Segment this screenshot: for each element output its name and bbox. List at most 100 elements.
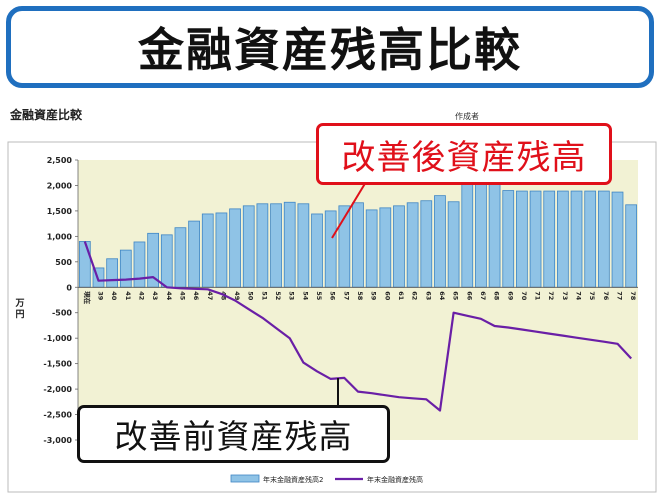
x-tick-label: 59 [370, 291, 378, 301]
x-tick-label: 51 [260, 291, 268, 301]
bar [201, 213, 214, 288]
x-tick-label: 53 [288, 291, 296, 300]
x-tick-label: 54 [301, 291, 309, 301]
bar [475, 182, 487, 288]
y-axis-label: 万円 [14, 298, 24, 320]
x-tick-label: 56 [329, 291, 337, 301]
bar [434, 195, 446, 288]
improved-assets-callout: 改善後資産残高 [316, 123, 612, 185]
x-tick-label: 78 [629, 291, 637, 301]
x-tick-label: 47 [206, 291, 214, 300]
x-tick-label: 39 [96, 291, 104, 301]
y-tick-label: -2,500 [43, 411, 72, 420]
y-tick-label: 2,500 [47, 156, 73, 165]
x-tick-label: 現在 [83, 291, 92, 305]
bar [365, 209, 378, 288]
bar [570, 190, 583, 288]
bar [611, 191, 624, 288]
x-tick-label: 72 [547, 291, 555, 300]
x-tick-label: 60 [383, 291, 391, 301]
bar [174, 227, 187, 288]
y-tick-label: -3,000 [43, 436, 72, 445]
page-title: 金融資産残高比較 [138, 23, 522, 77]
x-tick-label: 62 [411, 291, 419, 300]
bar [188, 220, 200, 288]
bar [311, 213, 323, 288]
bar [160, 234, 173, 288]
y-tick-label: -2,000 [43, 385, 72, 394]
bar [529, 190, 542, 288]
improved-assets-label: 改善後資産残高 [341, 137, 587, 178]
x-tick-label: 41 [124, 291, 132, 301]
page-title-box: 金融資産残高比較 [6, 6, 654, 88]
bar [270, 203, 282, 288]
bar [625, 204, 638, 288]
y-tick-label: 1,500 [47, 207, 73, 216]
bar [229, 208, 241, 288]
bar [242, 205, 255, 288]
bar [557, 190, 569, 288]
x-tick-label: 52 [274, 291, 282, 300]
x-tick-label: 68 [493, 291, 501, 301]
x-tick-label: 65 [452, 291, 460, 301]
x-tick-label: 45 [178, 291, 186, 301]
before-assets-callout: 改善前資産残高 [77, 405, 390, 463]
x-tick-label: 55 [315, 291, 323, 301]
bar [324, 210, 337, 288]
bar [352, 202, 364, 288]
legend-line-label: 年末金融資産残高 [367, 475, 423, 484]
bar [502, 190, 515, 288]
x-tick-label: 44 [165, 291, 173, 301]
y-tick-label: 1,000 [47, 232, 73, 241]
y-tick-label: -1,000 [43, 334, 72, 343]
legend-bar-label: 年末金融資産残高2 [263, 475, 323, 484]
bar [406, 202, 419, 288]
bar [584, 190, 597, 288]
x-tick-label: 69 [506, 291, 514, 301]
y-tick-label: 0 [66, 283, 72, 292]
x-tick-label: 63 [424, 291, 432, 300]
bar [488, 183, 501, 288]
bar [393, 205, 405, 288]
bar [461, 182, 474, 288]
x-tick-label: 50 [247, 291, 255, 301]
x-tick-label: 43 [151, 291, 159, 300]
x-tick-label: 57 [342, 291, 350, 300]
bar [379, 207, 392, 288]
x-tick-label: 67 [479, 291, 487, 300]
x-tick-label: 76 [602, 291, 610, 301]
bar [597, 190, 610, 288]
x-tick-label: 74 [575, 291, 583, 301]
x-tick-label: 58 [356, 291, 364, 301]
bar [543, 190, 556, 288]
author-label: 作成者 [455, 112, 479, 121]
bar [256, 203, 269, 288]
x-tick-label: 77 [616, 291, 624, 300]
legend-bar-swatch [230, 474, 260, 483]
bar [78, 241, 91, 288]
y-tick-label: 500 [55, 258, 72, 267]
x-tick-label: 49 [233, 291, 241, 301]
x-tick-label: 71 [534, 291, 542, 301]
bar [283, 201, 296, 288]
x-tick-label: 46 [192, 291, 200, 301]
bar [447, 201, 460, 288]
before-assets-label: 改善前資産残高 [114, 417, 353, 456]
x-tick-label: 73 [561, 291, 569, 300]
bar [516, 190, 528, 288]
bar [106, 258, 119, 288]
bar [215, 212, 228, 288]
y-tick-label: 2,000 [47, 181, 73, 190]
bar [297, 203, 310, 288]
bar [119, 249, 132, 288]
x-tick-label: 64 [438, 291, 446, 301]
x-tick-label: 75 [588, 291, 596, 301]
x-tick-label: 61 [397, 291, 405, 301]
x-tick-label: 70 [520, 291, 528, 301]
chart-title: 金融資産比較 [10, 108, 83, 122]
y-tick-label: -1,500 [43, 360, 72, 369]
y-tick-label: -500 [52, 309, 72, 318]
x-tick-label: 42 [137, 291, 145, 300]
bar [420, 200, 433, 288]
series-line [83, 241, 633, 412]
